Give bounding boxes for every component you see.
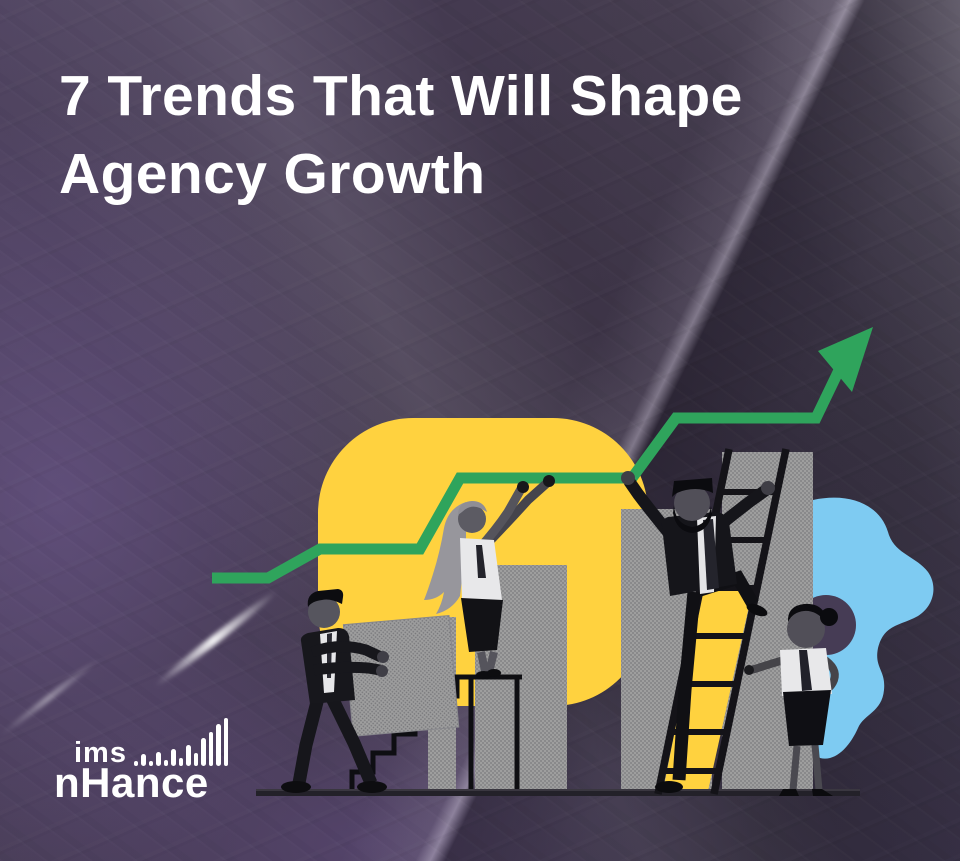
growth-arrowhead <box>818 327 873 392</box>
brand-logo: ims nHance <box>54 716 229 806</box>
businesswoman-reaching-line <box>424 475 555 679</box>
ground-line <box>256 789 860 796</box>
logo-text-ims: ims <box>74 737 127 769</box>
rising-step-arrow <box>212 327 873 584</box>
title-line-1: 7 Trends That Will Shape <box>59 64 743 128</box>
page-title: 7 Trends That Will Shape Agency Growth <box>59 58 743 213</box>
businessman-holding-panel <box>281 589 460 793</box>
logo-top-row: ims <box>74 716 229 769</box>
growth-line <box>212 363 846 584</box>
equalizer-bars-icon <box>131 716 229 766</box>
panel <box>342 614 460 737</box>
logo-text-nhance: nHance <box>54 759 209 806</box>
businessman-climbing-ladder <box>621 471 775 793</box>
title-line-2: Agency Growth <box>59 141 486 206</box>
businesswoman-standing <box>744 603 839 796</box>
